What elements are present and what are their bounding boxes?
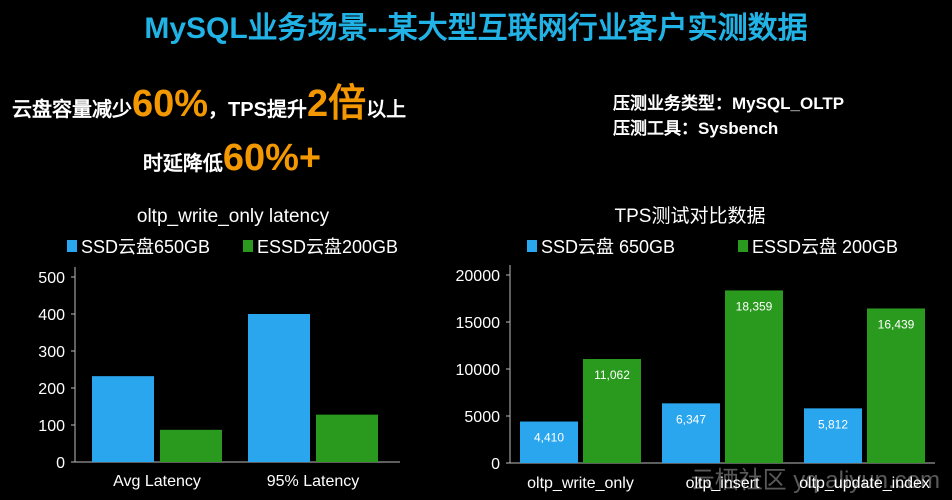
legend-swatch xyxy=(243,240,253,252)
y-tick-label: 400 xyxy=(38,307,65,324)
x-tick-label: 95% Latency xyxy=(267,473,360,490)
slide-title: MySQL业务场景--某大型互联网行业客户实测数据 xyxy=(144,11,807,45)
headline: 时延降低60%+ xyxy=(143,137,321,179)
x-tick-label: oltp_insert xyxy=(686,475,760,492)
y-tick-label: 5000 xyxy=(464,409,500,426)
bar xyxy=(92,376,154,462)
headline-part: 时延降低 xyxy=(143,151,223,175)
y-tick-label: 10000 xyxy=(456,362,501,379)
legend-label: ESSD云盘 200GB xyxy=(752,237,898,257)
bar xyxy=(804,408,862,463)
headline-part: ，TPS提升 xyxy=(208,97,307,121)
chart-title: oltp_write_only latency xyxy=(137,206,330,227)
legend-label: SSD云盘650GB xyxy=(81,237,210,257)
x-tick-label: Avg Latency xyxy=(113,473,201,490)
data-label: 4,410 xyxy=(534,431,564,445)
headline: 云盘容量减少60%，TPS提升2倍以上 xyxy=(12,83,406,125)
info-line: 压测业务类型：MySQL_OLTP xyxy=(613,93,844,113)
chart-title: TPS测试对比数据 xyxy=(615,205,766,227)
data-label: 6,347 xyxy=(676,412,706,426)
y-tick-label: 20000 xyxy=(456,268,501,285)
bar xyxy=(520,421,578,463)
x-tick-label: oltp_update_index xyxy=(799,475,930,492)
legend-label: ESSD云盘200GB xyxy=(257,237,398,257)
bar xyxy=(160,429,222,462)
y-tick-label: 100 xyxy=(38,418,65,435)
headline-highlight: 2倍 xyxy=(307,83,366,125)
y-tick-label: 0 xyxy=(491,456,500,473)
bar xyxy=(248,314,310,462)
data-label: 18,359 xyxy=(736,299,773,313)
legend-swatch xyxy=(527,240,537,252)
data-label: 5,812 xyxy=(818,417,848,431)
bar xyxy=(725,290,783,463)
y-tick-label: 0 xyxy=(56,455,65,472)
data-label: 11,062 xyxy=(594,368,630,382)
data-label: 16,439 xyxy=(878,317,915,331)
y-tick-label: 500 xyxy=(38,270,65,287)
headline-highlight: 60% xyxy=(132,83,208,125)
bar xyxy=(316,414,378,462)
headline-part: 云盘容量减少 xyxy=(12,97,132,121)
y-tick-label: 15000 xyxy=(456,315,501,332)
legend-label: SSD云盘 650GB xyxy=(541,237,675,257)
info-line: 压测工具：Sysbench xyxy=(613,118,778,138)
y-tick-label: 200 xyxy=(38,381,65,398)
headline-part: 以上 xyxy=(366,98,406,121)
legend-swatch xyxy=(67,240,77,252)
legend-swatch xyxy=(738,240,748,252)
x-tick-label: oltp_write_only xyxy=(527,475,634,492)
bar xyxy=(867,308,925,463)
bar xyxy=(583,359,641,463)
y-tick-label: 300 xyxy=(38,344,65,361)
headline-highlight: 60%+ xyxy=(223,137,321,179)
bar xyxy=(662,403,720,463)
watermark: 云栖社区 yq.aliyun.com xyxy=(691,467,940,494)
